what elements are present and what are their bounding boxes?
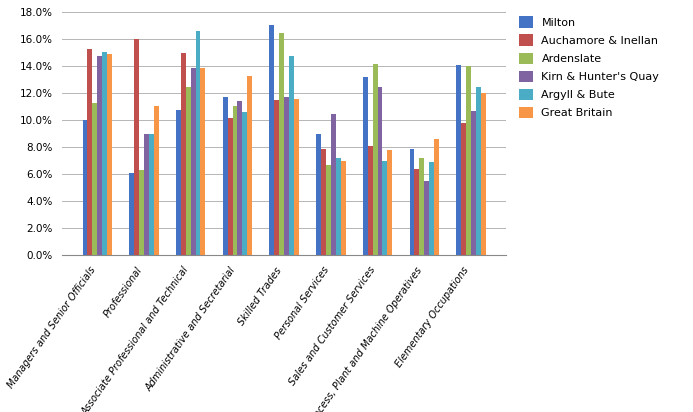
Bar — [456, 65, 462, 255]
Bar — [378, 87, 383, 255]
Bar — [191, 68, 195, 255]
Bar — [82, 120, 87, 255]
Bar — [476, 87, 481, 255]
Bar — [335, 158, 341, 255]
Bar — [270, 25, 274, 255]
Bar — [419, 158, 424, 255]
Bar — [481, 94, 486, 255]
Bar — [471, 111, 476, 255]
Bar — [466, 66, 471, 255]
Bar — [154, 105, 159, 255]
Bar — [289, 56, 294, 255]
Bar — [238, 101, 243, 255]
Bar — [186, 87, 191, 255]
Bar — [434, 139, 439, 255]
Bar — [102, 52, 107, 255]
Bar — [222, 98, 227, 255]
Bar — [92, 103, 97, 255]
Bar — [227, 118, 233, 255]
Bar — [284, 98, 289, 255]
Bar — [341, 161, 346, 255]
Bar — [149, 134, 154, 255]
Bar — [429, 162, 434, 255]
Bar — [331, 114, 335, 255]
Bar — [414, 169, 419, 255]
Bar — [195, 31, 200, 255]
Bar — [97, 56, 102, 255]
Bar — [247, 76, 252, 255]
Bar — [424, 181, 429, 255]
Bar — [139, 171, 144, 255]
Bar — [87, 49, 92, 255]
Bar — [107, 54, 112, 255]
Bar — [243, 112, 247, 255]
Bar — [383, 161, 387, 255]
Bar — [387, 150, 392, 255]
Bar — [316, 134, 321, 255]
Bar — [274, 100, 279, 255]
Bar — [144, 134, 149, 255]
Bar — [294, 99, 299, 255]
Legend: Milton, Auchamore & Inellan, Ardenslate, Kirn & Hunter's Quay, Argyll & Bute, Gr: Milton, Auchamore & Inellan, Ardenslate,… — [516, 13, 663, 122]
Bar — [181, 53, 186, 255]
Bar — [368, 146, 373, 255]
Bar — [373, 64, 378, 255]
Bar — [233, 105, 238, 255]
Bar — [200, 68, 205, 255]
Bar — [326, 165, 331, 255]
Bar — [279, 33, 284, 255]
Bar — [462, 123, 466, 255]
Bar — [176, 110, 181, 255]
Bar — [134, 40, 139, 255]
Bar — [363, 77, 368, 255]
Bar — [321, 149, 326, 255]
Bar — [130, 173, 134, 255]
Bar — [410, 149, 414, 255]
